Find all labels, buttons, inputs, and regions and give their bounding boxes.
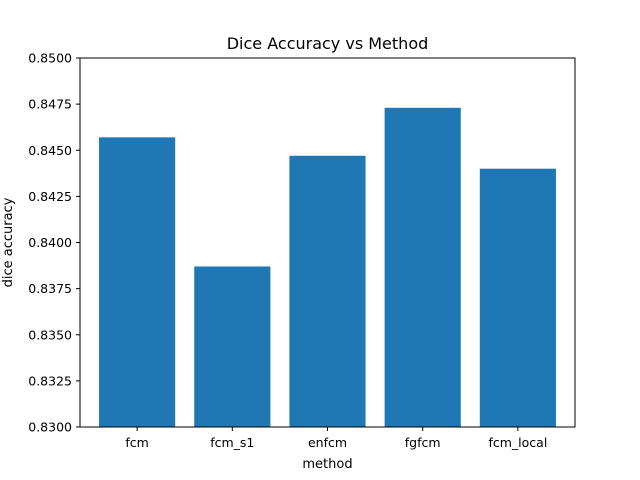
y-axis-label: dice accuracy — [1, 197, 16, 287]
plot-frame — [79, 57, 576, 428]
bar-fgfcm — [384, 107, 461, 427]
x-tick-label: fcm_s1 — [210, 435, 254, 450]
y-tick-label: 0.8300 — [28, 420, 72, 435]
chart-title: Dice Accuracy vs Method — [227, 34, 429, 53]
y-tick-label: 0.8500 — [28, 51, 72, 66]
y-tick-label: 0.8475 — [28, 97, 72, 112]
y-axis-ticks: 0.8300 0.8325 0.8350 0.8375 0.8400 0.8425 0.84… — [28, 51, 80, 435]
bar-fcm_s1 — [194, 266, 271, 427]
x-axis-label: method — [302, 457, 352, 472]
x-tick-label: enfcm — [308, 435, 347, 450]
bar-fcm — [99, 137, 176, 427]
y-tick-label: 0.8325 — [28, 373, 72, 388]
y-tick-label: 0.8350 — [28, 327, 72, 342]
y-tick-label: 0.8425 — [28, 189, 72, 204]
x-tick-label: fcm — [125, 435, 148, 450]
x-tick-label: fcm_local — [488, 435, 547, 450]
bar-enfcm — [289, 155, 366, 427]
x-tick-label: fgfcm — [405, 435, 441, 450]
y-tick-label: 0.8450 — [28, 143, 72, 158]
bars-group — [99, 107, 556, 427]
x-axis-ticks: fcm fcm_s1 enfcm fgfcm fcm_local — [125, 427, 547, 450]
y-tick-label: 0.8400 — [28, 235, 72, 250]
y-tick-label: 0.8375 — [28, 281, 72, 296]
bar-fcm_local — [479, 168, 556, 427]
